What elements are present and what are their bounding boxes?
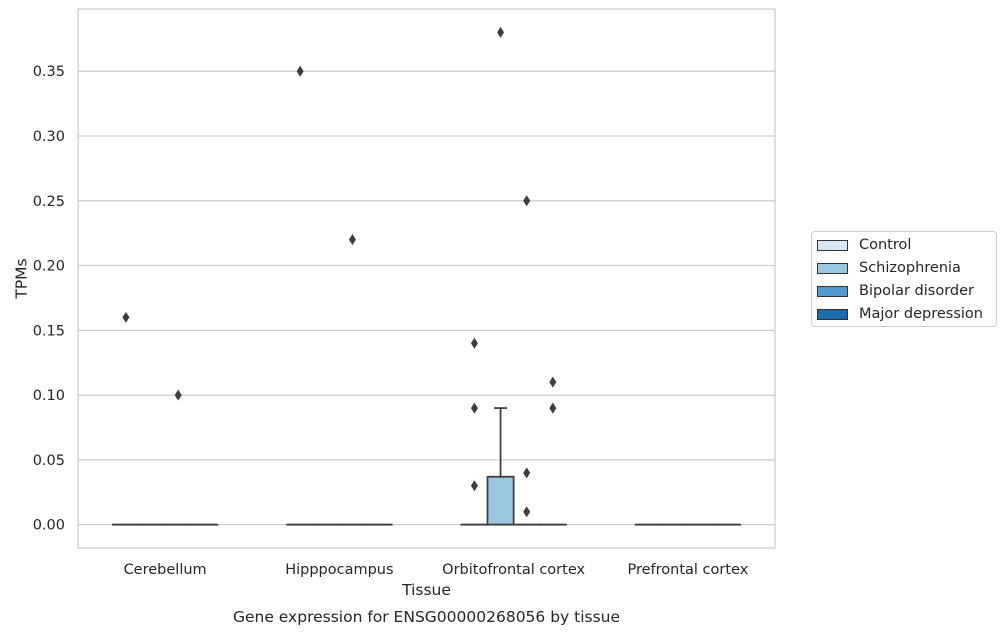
y-tick-label: 0.15	[33, 323, 65, 339]
box-schizophrenia	[486, 407, 515, 526]
outlier-point	[470, 402, 478, 414]
legend-swatch-major-depression	[817, 308, 848, 320]
legend-label-bipolar-disorder: Bipolar disorder	[859, 283, 974, 299]
y-tick-label: 0.25	[33, 194, 65, 210]
y-axis-label: TPMs	[12, 258, 30, 299]
y-tick-label: 0.30	[33, 129, 65, 145]
x-axis-label: Tissue	[401, 581, 451, 599]
outlier-point	[549, 376, 557, 388]
legend-item-schizophrenia: Schizophrenia	[817, 258, 961, 278]
x-tick-label: Prefrontal cortex	[627, 562, 748, 578]
y-tick-label: 0.20	[33, 259, 65, 275]
outlier-point	[348, 234, 356, 246]
outlier-point	[523, 195, 531, 207]
outlier-point	[122, 311, 130, 323]
y-tick-label: 0.35	[33, 64, 65, 80]
outlier-point	[470, 337, 478, 349]
x-tick-label: Cerebellum	[124, 562, 207, 578]
outlier-point	[523, 467, 531, 479]
outliers	[122, 26, 557, 518]
legend-label-control: Control	[859, 237, 912, 253]
y-tick-label: 0.00	[33, 518, 65, 534]
outlier-point	[174, 389, 182, 401]
legend-swatch-bipolar-disorder	[817, 285, 848, 297]
legend-item-major-depression: Major depression	[817, 304, 983, 324]
outlier-point	[470, 480, 478, 492]
outlier-point	[549, 402, 557, 414]
x-tick-labels: Cerebellum Hipppocampus Orbitofrontal cort…	[124, 562, 749, 578]
outlier-point	[523, 506, 531, 518]
outlier-point	[497, 26, 505, 38]
legend-item-control: Control	[817, 235, 911, 255]
y-tick-label: 0.10	[33, 388, 65, 404]
grid-lines	[78, 70, 775, 526]
legend-label-schizophrenia: Schizophrenia	[859, 260, 961, 276]
legend-item-bipolar-disorder: Bipolar disorder	[817, 281, 974, 301]
legend-swatch-control	[817, 239, 848, 251]
y-tick-labels: 0.00 0.05 0.10 0.15 0.20 0.25 0.30 0.35	[33, 64, 65, 533]
x-tick-label: Hipppocampus	[285, 562, 393, 578]
chart-title: Gene expression for ENSG00000268056 by t…	[233, 608, 620, 626]
box-body	[486, 475, 515, 526]
boxes	[111, 407, 742, 526]
x-tick-label: Orbitofrontal cortex	[442, 562, 585, 578]
legend-swatch-schizophrenia	[817, 262, 848, 274]
y-tick-label: 0.05	[33, 453, 65, 469]
plot-frame	[77, 8, 776, 549]
legend: Control Schizophrenia Bipolar disorder M…	[811, 231, 997, 327]
legend-label-major-depression: Major depression	[859, 306, 983, 322]
outlier-point	[296, 65, 304, 77]
